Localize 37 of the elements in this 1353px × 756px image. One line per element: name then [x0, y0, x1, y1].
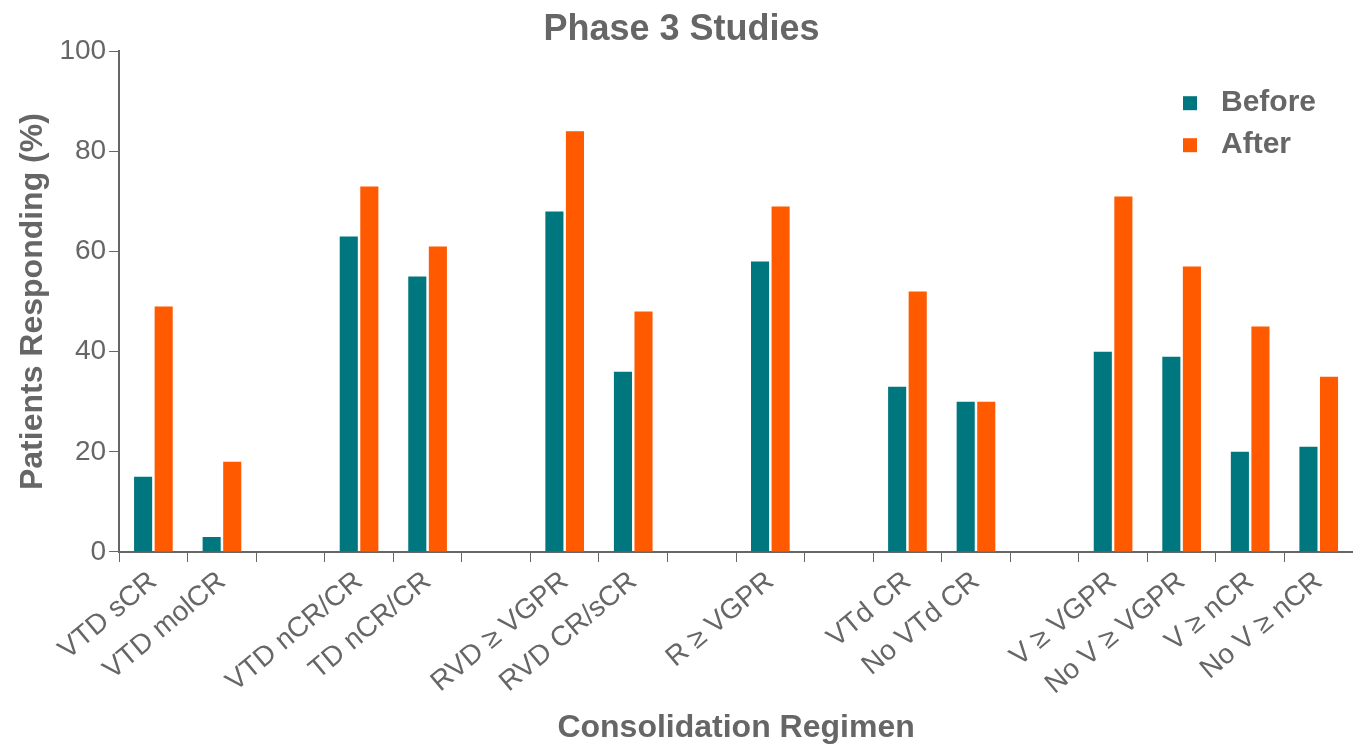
bar	[1319, 376, 1339, 552]
bar	[613, 371, 632, 552]
bar	[428, 246, 447, 552]
bar	[1114, 196, 1133, 552]
bar	[545, 211, 564, 552]
bar	[751, 261, 770, 552]
bar	[908, 291, 927, 552]
y-axis-title: Patients Responding (%)	[13, 113, 50, 491]
bar	[134, 476, 153, 552]
y-tick-label: 100	[59, 33, 107, 65]
bar	[771, 206, 790, 552]
bar	[1182, 266, 1201, 552]
bar	[634, 311, 653, 552]
legend-label: Before	[1221, 84, 1317, 118]
bar	[339, 236, 358, 552]
bar	[1162, 356, 1181, 552]
bar	[888, 386, 907, 552]
x-axis-title: Consolidation Regimen	[557, 707, 915, 744]
bar	[977, 401, 996, 552]
bar	[360, 186, 379, 552]
bar	[565, 131, 585, 552]
bar	[1251, 326, 1270, 552]
bar	[202, 536, 221, 552]
y-tick-label: 20	[74, 434, 107, 466]
bar	[223, 461, 242, 552]
bar	[1093, 351, 1112, 552]
bar	[1230, 451, 1249, 552]
bar	[408, 276, 427, 552]
y-tick-label: 40	[74, 334, 107, 366]
y-tick-label: 60	[74, 234, 107, 266]
chart-title: Phase 3 Studies	[543, 6, 820, 48]
bar	[154, 306, 173, 552]
bar	[956, 401, 975, 552]
y-tick-label: 0	[90, 534, 107, 566]
y-tick-label: 80	[74, 134, 107, 166]
bar	[1299, 446, 1318, 552]
legend-label: After	[1221, 126, 1292, 160]
